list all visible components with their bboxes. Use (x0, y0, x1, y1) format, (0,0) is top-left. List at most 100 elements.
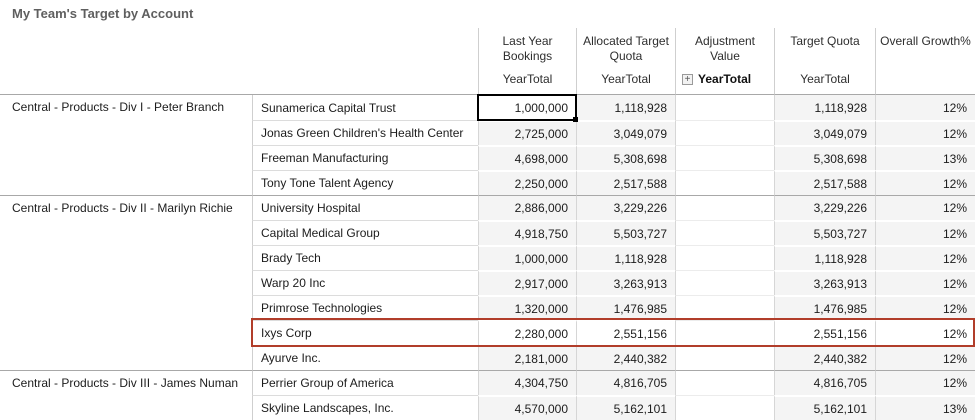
account-cell[interactable]: Warp 20 Inc (252, 270, 478, 295)
column-header-content: Adjustment Value + YearTotal (676, 28, 774, 94)
account-cell[interactable]: Freeman Manufacturing (252, 145, 478, 170)
cell-target-quota[interactable]: 1,118,928 (774, 95, 875, 120)
cell-adjustment-value[interactable] (675, 320, 774, 345)
cell-allocated-target-quota[interactable]: 4,816,705 (576, 370, 675, 395)
group-cell[interactable]: Central - Products - Div I - Peter Branc… (12, 100, 225, 114)
cell-adjustment-value[interactable] (675, 270, 774, 295)
cell-adjustment-value[interactable] (675, 295, 774, 320)
cell-last-year-bookings[interactable]: 1,000,000 (477, 94, 578, 122)
cell-target-quota[interactable]: 2,440,382 (774, 345, 875, 370)
cell-overall-growth[interactable]: 12% (875, 370, 975, 395)
cell-target-quota[interactable]: 4,816,705 (774, 370, 875, 395)
cell-overall-growth[interactable]: 12% (875, 195, 975, 220)
account-cell[interactable]: Jonas Green Children's Health Center (252, 120, 478, 145)
account-cell[interactable]: Sunamerica Capital Trust (252, 95, 478, 120)
account-cell[interactable]: Capital Medical Group (252, 220, 478, 245)
cell-target-quota[interactable]: 2,517,588 (774, 170, 875, 195)
cell-allocated-target-quota[interactable]: 3,049,079 (576, 120, 675, 145)
cell-target-quota[interactable]: 3,229,226 (774, 195, 875, 220)
cell-last-year-bookings[interactable]: 1,320,000 (478, 295, 576, 320)
cell-adjustment-value[interactable] (675, 345, 774, 370)
table-row: Tony Tone Talent Agency 2,250,000 2,517,58… (0, 170, 975, 195)
cell-allocated-target-quota[interactable]: 5,162,101 (576, 395, 675, 420)
account-cell[interactable]: Perrier Group of America (252, 370, 478, 395)
account-cell[interactable]: Tony Tone Talent Agency (252, 170, 478, 195)
cell-allocated-target-quota[interactable]: 2,517,588 (576, 170, 675, 195)
cell-allocated-target-quota[interactable]: 3,229,226 (576, 195, 675, 220)
table-row: Brady Tech 1,000,000 1,118,928 1,118,928 12% (0, 245, 975, 270)
cell-allocated-target-quota[interactable]: 1,476,985 (576, 295, 675, 320)
cell-last-year-bookings[interactable]: 2,280,000 (478, 320, 576, 345)
column-header-target-quota[interactable]: Target Quota YearTotal (774, 28, 875, 95)
column-subheader: + YearTotal (679, 73, 771, 86)
account-cell[interactable]: Brady Tech (252, 245, 478, 270)
cell-overall-growth[interactable]: 12% (875, 170, 975, 195)
cell-adjustment-value[interactable] (675, 120, 774, 145)
cell-target-quota[interactable]: 2,551,156 (774, 320, 875, 345)
cell-last-year-bookings[interactable]: 4,698,000 (478, 145, 576, 170)
cell-overall-growth[interactable]: 12% (875, 245, 975, 270)
account-cell[interactable]: Ixys Corp (252, 320, 478, 345)
quota-table-wrap: Last Year Bookings YearTotal Allocated Tar… (0, 28, 975, 420)
cell-adjustment-value[interactable] (675, 220, 774, 245)
cell-last-year-bookings[interactable]: 1,000,000 (478, 245, 576, 270)
cell-overall-growth[interactable]: 12% (875, 95, 975, 120)
account-cell[interactable]: University Hospital (252, 195, 478, 220)
cell-adjustment-value[interactable] (675, 170, 774, 195)
cell-last-year-bookings[interactable]: 2,250,000 (478, 170, 576, 195)
cell-last-year-bookings[interactable]: 2,181,000 (478, 345, 576, 370)
cell-adjustment-value[interactable] (675, 370, 774, 395)
cell-target-quota[interactable]: 3,049,079 (774, 120, 875, 145)
cell-last-year-bookings[interactable]: 4,570,000 (478, 395, 576, 420)
cell-adjustment-value[interactable] (675, 195, 774, 220)
cell-overall-growth[interactable]: 12% (875, 120, 975, 145)
cell-allocated-target-quota[interactable]: 5,308,698 (576, 145, 675, 170)
cell-allocated-target-quota[interactable]: 3,263,913 (576, 270, 675, 295)
cell-overall-growth[interactable]: 13% (875, 395, 975, 420)
cell-last-year-bookings[interactable]: 2,725,000 (478, 120, 576, 145)
cell-overall-growth[interactable]: 13% (875, 145, 975, 170)
cell-last-year-bookings[interactable]: 2,886,000 (478, 195, 576, 220)
cell-adjustment-value[interactable] (675, 145, 774, 170)
cell-target-quota[interactable]: 5,503,727 (774, 220, 875, 245)
cell-target-quota[interactable]: 1,476,985 (774, 295, 875, 320)
table-row: Freeman Manufacturing 4,698,000 5,308,698 5… (0, 145, 975, 170)
cell-target-quota[interactable]: 5,162,101 (774, 395, 875, 420)
account-cell[interactable]: Primrose Technologies (252, 295, 478, 320)
cell-allocated-target-quota[interactable]: 2,440,382 (576, 345, 675, 370)
cell-allocated-target-quota[interactable]: 1,118,928 (576, 95, 675, 120)
group-cell[interactable]: Central - Products - Div III - James Num… (0, 370, 252, 420)
column-subheader: YearTotal (800, 72, 850, 86)
cell-target-quota[interactable]: 1,118,928 (774, 245, 875, 270)
cell-overall-growth[interactable]: 12% (875, 220, 975, 245)
cell-overall-growth[interactable]: 12% (875, 270, 975, 295)
column-header-overall-growth[interactable]: Overall Growth% (875, 28, 975, 95)
cell-target-quota[interactable]: 5,308,698 (774, 145, 875, 170)
cell-last-year-bookings[interactable]: 4,918,750 (478, 220, 576, 245)
cell-overall-growth[interactable]: 12% (875, 345, 975, 370)
table-row: Ixys Corp 2,280,000 2,551,156 2,551,156 12% (0, 320, 975, 345)
column-header-label: Target Quota (790, 34, 860, 48)
cell-adjustment-value[interactable] (675, 95, 774, 120)
table-row: Central - Products - Div I - Peter Branc… (0, 94, 975, 122)
cell-overall-growth[interactable]: 12% (875, 320, 975, 345)
group-cell[interactable]: Central - Products - Div II - Marilyn Ri… (0, 195, 252, 370)
cell-adjustment-value[interactable] (675, 245, 774, 270)
account-cell[interactable]: Skyline Landscapes, Inc. (252, 395, 478, 420)
cell-last-year-bookings[interactable]: 4,304,750 (478, 370, 576, 395)
header-row-spacer (0, 28, 478, 95)
cell-overall-growth[interactable]: 12% (875, 295, 975, 320)
expand-icon[interactable]: + (682, 74, 693, 85)
column-header-last-year-bookings[interactable]: Last Year Bookings YearTotal (478, 28, 576, 95)
cell-allocated-target-quota[interactable]: 1,118,928 (576, 245, 675, 270)
column-header-spacer (879, 49, 972, 86)
cell-target-quota[interactable]: 3,263,913 (774, 270, 875, 295)
cell-allocated-target-quota[interactable]: 2,551,156 (576, 320, 675, 345)
cell-last-year-bookings[interactable]: 2,917,000 (478, 270, 576, 295)
account-cell[interactable]: Ayurve Inc. (252, 345, 478, 370)
column-header-allocated-target-quota[interactable]: Allocated Target Quota YearTotal (576, 28, 675, 95)
column-header-adjustment-value[interactable]: Adjustment Value + YearTotal (675, 28, 774, 95)
cell-adjustment-value[interactable] (675, 395, 774, 420)
cell-allocated-target-quota[interactable]: 5,503,727 (576, 220, 675, 245)
